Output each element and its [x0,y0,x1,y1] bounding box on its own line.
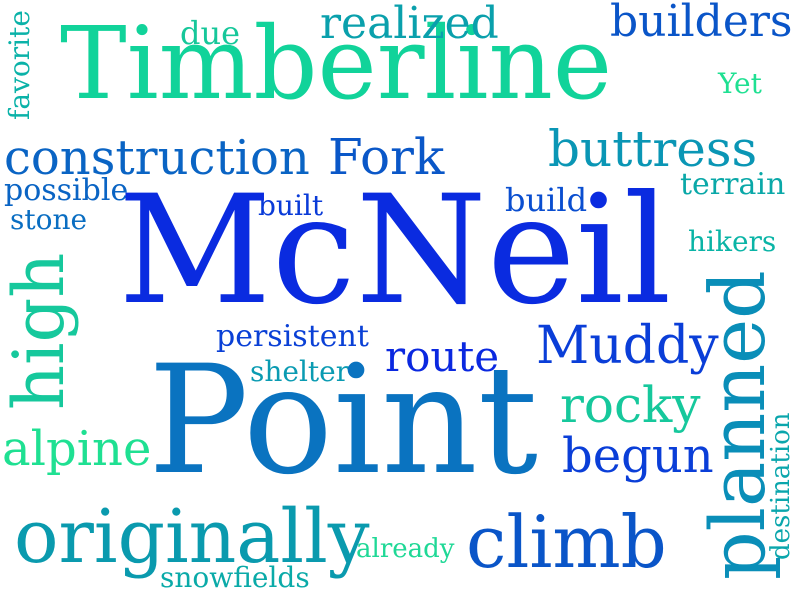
word-built: built [258,189,324,222]
word-alpine: alpine [2,421,152,477]
word-shelter: shelter [250,355,350,388]
word-muddy: Muddy [536,316,719,376]
word-timberline: Timberline [60,5,613,122]
word-favorite: favorite [3,10,36,120]
word-destination: destination [766,412,796,560]
word-mcneil: McNeil [118,164,672,338]
word-already: already [356,534,455,564]
word-terrain: terrain [680,167,786,202]
word-build: build [505,181,588,219]
word-originally: originally [14,494,370,580]
word-point: Point [148,334,539,508]
word-high: high [0,252,80,410]
word-rocky: rocky [560,376,701,434]
word-builders: builders [610,0,793,47]
word-construction: construction [4,130,310,186]
word-due: due [180,14,241,52]
word-fork: Fork [328,128,445,186]
word-planned: planned [693,270,782,580]
word-hikers: hikers [688,225,777,258]
word-snowfields: snowfields [160,561,310,594]
word-route: route [385,332,500,381]
word-stone: stone [10,203,88,236]
word-climb: climb [466,500,667,584]
word-persistent: persistent [216,319,369,354]
word-buttress: buttress [548,120,758,178]
word-realized: realized [320,0,499,49]
word-possible: possible [4,173,129,208]
word-yet: Yet [718,67,762,100]
word-begun: begun [562,428,714,484]
